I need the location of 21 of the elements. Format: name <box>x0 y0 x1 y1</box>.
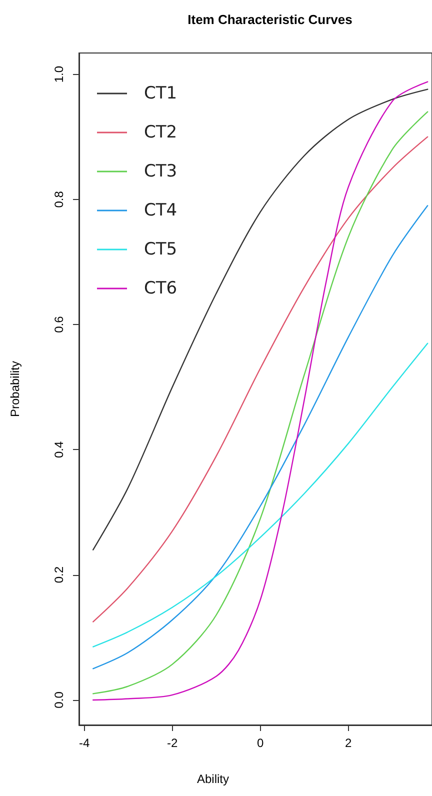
y-tick-label: 0.6 <box>52 316 66 333</box>
legend-label: CT2 <box>144 122 178 142</box>
chart-title: Item Characteristic Curves <box>188 12 352 27</box>
legend-label: CT3 <box>144 162 178 182</box>
y-tick-label: 0.8 <box>52 190 66 208</box>
legend-label: CT5 <box>144 240 178 260</box>
x-tick-label: -4 <box>78 736 90 750</box>
y-tick-label: 1.0 <box>52 66 66 83</box>
y-tick-label: 0.2 <box>52 566 66 584</box>
x-tick-label: -2 <box>166 736 178 750</box>
y-tick-label: 0.0 <box>52 691 66 708</box>
legend-label: CT6 <box>144 278 178 298</box>
line-series <box>92 136 428 622</box>
legend-label: CT4 <box>144 200 178 220</box>
x-axis-title: Ability <box>196 772 230 786</box>
y-tick-label: 0.4 <box>52 441 66 458</box>
legend-label: CT1 <box>144 84 178 104</box>
y-axis-title: Probability <box>8 360 22 418</box>
x-tick-label: 0 <box>257 736 264 750</box>
line-series <box>92 342 428 648</box>
x-tick-label: 2 <box>345 736 352 750</box>
